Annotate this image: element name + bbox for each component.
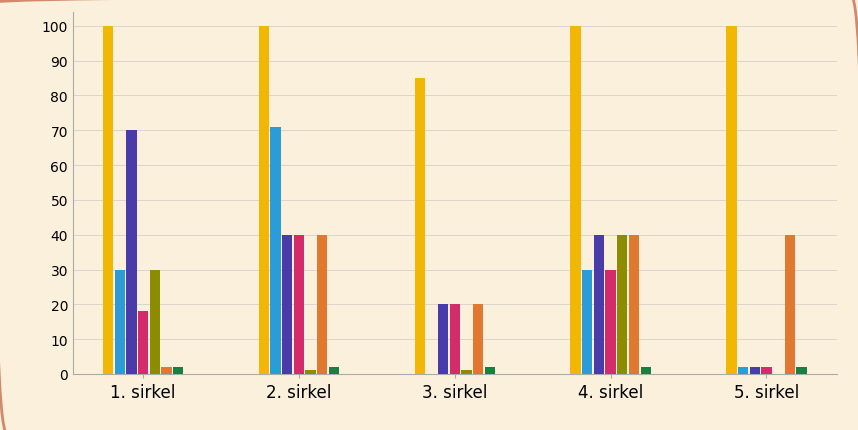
Bar xyxy=(138,312,148,374)
Bar xyxy=(617,235,627,374)
Bar xyxy=(126,131,136,374)
Bar xyxy=(629,235,639,374)
Bar xyxy=(103,27,113,374)
Bar xyxy=(571,27,581,374)
Bar xyxy=(594,235,604,374)
Bar xyxy=(114,270,124,374)
Bar xyxy=(641,367,650,374)
Bar xyxy=(726,27,736,374)
Bar xyxy=(785,235,795,374)
Bar xyxy=(329,367,339,374)
Bar xyxy=(485,367,495,374)
Bar xyxy=(462,371,472,374)
Bar xyxy=(750,367,760,374)
Bar xyxy=(305,371,316,374)
Bar xyxy=(270,128,281,374)
Bar xyxy=(473,304,483,374)
Bar xyxy=(282,235,293,374)
Bar xyxy=(414,79,425,374)
Bar xyxy=(606,270,616,374)
Bar xyxy=(293,235,304,374)
Bar xyxy=(738,367,748,374)
Bar xyxy=(438,304,448,374)
Bar xyxy=(450,304,460,374)
Bar xyxy=(173,367,184,374)
Bar xyxy=(761,367,771,374)
Bar xyxy=(149,270,160,374)
Bar xyxy=(796,367,807,374)
Bar xyxy=(317,235,328,374)
Bar xyxy=(582,270,592,374)
Bar xyxy=(161,367,172,374)
Bar xyxy=(259,27,269,374)
